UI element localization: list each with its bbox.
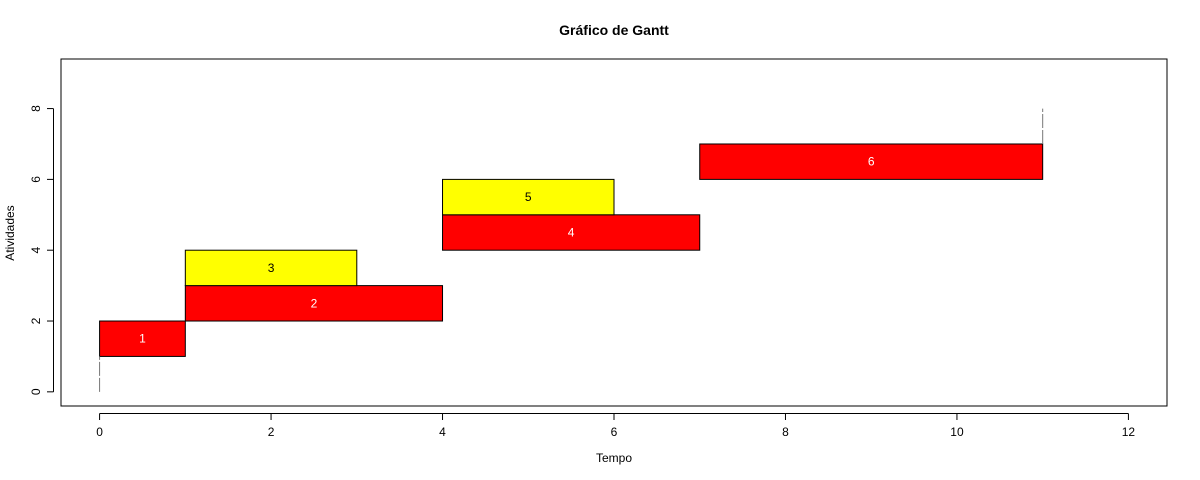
task-bar (184, 285, 444, 322)
task-bar (184, 249, 358, 287)
task-bar (699, 143, 1044, 180)
y-tick-label: 0 (29, 388, 43, 395)
x-tick-label: 0 (96, 425, 103, 439)
x-axis-label: Tempo (596, 451, 632, 465)
task-label: 2 (311, 296, 318, 310)
y-tick-label: 8 (29, 105, 43, 112)
x-tick-label: 8 (782, 425, 789, 439)
task-label: 4 (568, 226, 575, 240)
task-label: 5 (525, 190, 532, 204)
y-axis-label: Atividades (3, 205, 17, 260)
task-label: 6 (868, 155, 875, 169)
task-bar (442, 214, 701, 251)
x-tick-label: 6 (611, 425, 618, 439)
task-label: 3 (268, 261, 275, 275)
y-tick-label: 6 (29, 176, 43, 183)
task-bar (442, 178, 615, 216)
x-tick-label: 2 (268, 425, 275, 439)
x-tick-label: 4 (439, 425, 446, 439)
x-tick-label: 10 (950, 425, 964, 439)
plot-frame (60, 58, 1168, 407)
chart-title: Gráfico de Gantt (559, 22, 669, 38)
y-tick-label: 4 (29, 247, 43, 254)
y-tick-label: 2 (29, 317, 43, 324)
x-tick-label: 12 (1122, 425, 1136, 439)
task-label: 1 (139, 332, 146, 346)
task-bar (99, 320, 186, 357)
